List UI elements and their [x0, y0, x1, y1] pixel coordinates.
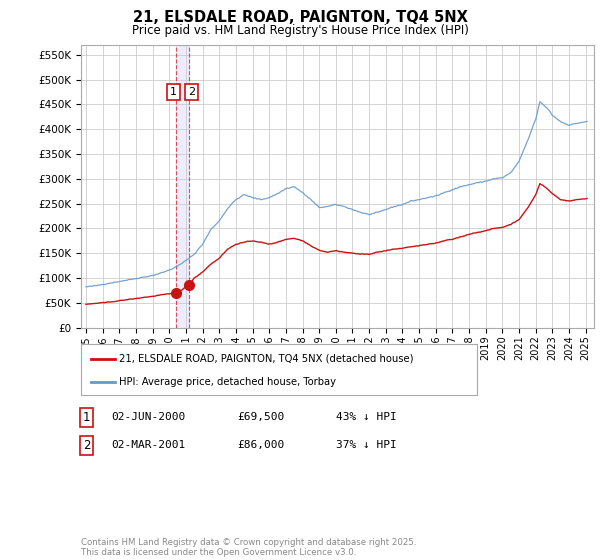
Text: 21, ELSDALE ROAD, PAIGNTON, TQ4 5NX (detached house): 21, ELSDALE ROAD, PAIGNTON, TQ4 5NX (det… [119, 353, 413, 363]
Text: 02-JUN-2000: 02-JUN-2000 [111, 412, 185, 422]
Text: 1: 1 [170, 87, 177, 97]
Text: 37% ↓ HPI: 37% ↓ HPI [336, 440, 397, 450]
Text: Price paid vs. HM Land Registry's House Price Index (HPI): Price paid vs. HM Land Registry's House … [131, 24, 469, 36]
Text: HPI: Average price, detached house, Torbay: HPI: Average price, detached house, Torb… [119, 377, 335, 387]
Text: Contains HM Land Registry data © Crown copyright and database right 2025.
This d: Contains HM Land Registry data © Crown c… [81, 538, 416, 557]
Text: 02-MAR-2001: 02-MAR-2001 [111, 440, 185, 450]
Text: 21, ELSDALE ROAD, PAIGNTON, TQ4 5NX: 21, ELSDALE ROAD, PAIGNTON, TQ4 5NX [133, 10, 467, 25]
Bar [176, 45, 189, 328]
Text: 43% ↓ HPI: 43% ↓ HPI [336, 412, 397, 422]
Text: £69,500: £69,500 [237, 412, 284, 422]
Text: £86,000: £86,000 [237, 440, 284, 450]
Text: 1: 1 [83, 410, 91, 424]
Text: 2: 2 [188, 87, 195, 97]
Text: 2: 2 [83, 438, 91, 452]
